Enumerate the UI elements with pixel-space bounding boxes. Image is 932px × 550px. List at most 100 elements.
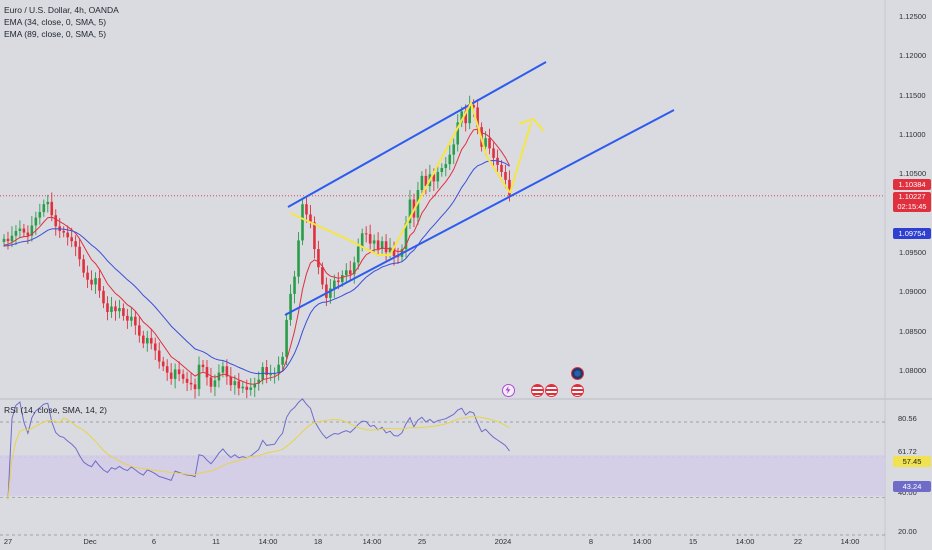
eu-flag-event-icon[interactable] [571,367,584,380]
down-candle [392,247,396,257]
up-candle [173,369,177,379]
rsi-value-badge: 43.24 [893,481,931,492]
up-candle [118,308,121,312]
up-candle [329,288,332,298]
up-candle [281,356,284,365]
price-axis-label: 1.12500 [899,12,927,21]
down-candle [348,270,352,275]
us-flag-event-icon[interactable] [531,384,544,397]
projection-arrow-shaft [509,122,532,194]
up-candle [277,364,280,374]
rsi-level-upper: 61.72 [898,447,917,456]
time-axis-label: 11 [212,537,220,546]
up-candle [388,247,392,253]
up-candle [356,246,360,263]
up-candle [352,262,356,275]
down-candle [364,233,368,235]
up-candle [257,379,261,384]
up-candle [2,238,6,242]
down-candle [66,232,69,238]
down-candle [245,386,249,390]
ema34-line [3,128,510,385]
up-candle [10,235,14,242]
rsi-band-fill [0,455,885,496]
price-axis-label: 1.11500 [899,90,926,100]
up-candle [460,111,463,123]
time-axis-label: 8 [588,537,594,546]
down-candle [165,366,169,373]
down-candle [205,367,209,378]
rsi-level-top: 80.56 [898,414,917,423]
down-candle [229,376,233,386]
time-axis-label: Dec [83,537,97,546]
down-candle [22,228,26,233]
down-candle [6,238,10,242]
up-candle [452,144,456,155]
down-candle [102,290,105,304]
down-candle [142,335,145,344]
ema34-legend[interactable]: EMA (34, close, 0, SMA, 5) [4,17,107,27]
up-candle [110,306,113,312]
us-flag-event-icon-3[interactable] [571,384,584,397]
down-candle [368,234,372,244]
ema-lines [0,128,885,385]
down-candle [321,267,324,285]
up-candle [293,276,296,294]
last-price-badge: 1.10227 02:15:45 [893,192,931,212]
down-candle [62,230,65,233]
down-candle [114,306,117,312]
up-candle [30,225,34,236]
up-candle [18,228,22,231]
down-candle [201,364,205,368]
down-candle [169,372,173,379]
up-candle [408,199,412,224]
us-flag-event-icon-2[interactable] [545,384,558,397]
time-axis-label: 14:00 [258,537,278,546]
up-candle [253,383,257,388]
rsi-ma-badge: 57.45 [893,456,931,467]
price-axis-label: 1.10500 [899,169,927,179]
up-candle [221,366,225,373]
ema89-legend[interactable]: EMA (89, close, 0, SMA, 5) [4,29,107,39]
down-candle [78,246,81,260]
down-candle [209,377,213,387]
up-candle [289,293,292,320]
down-candle [500,164,503,172]
down-candle [265,367,268,375]
price-axis-label: 1.11000 [899,130,926,139]
price-axis-label: 1.08500 [899,326,927,336]
up-candle [344,270,348,276]
time-axis-label: 14:00 [632,537,652,546]
up-candle [404,223,408,250]
symbol-legend[interactable]: Euro / U.S. Dollar, 4h, OANDA [4,5,119,15]
up-candle [233,381,237,386]
channel-upper-line [287,61,547,208]
up-candle [333,280,336,289]
up-candle [130,316,133,321]
flash-event-icon[interactable] [502,384,515,397]
up-candle [341,275,344,283]
rsi-level-lower: 40.00 [898,488,917,497]
up-candle [436,171,440,182]
rsi-legend[interactable]: RSI (14, close, SMA, 14, 2) [4,405,107,415]
down-candle [492,148,495,158]
down-candle [70,237,73,242]
down-candle [237,381,241,389]
up-candle [372,240,376,244]
up-candle [249,387,253,390]
down-candle [432,174,436,182]
down-candle [98,278,101,291]
down-candle [90,279,93,285]
down-candle [193,384,197,390]
down-candle [508,179,511,196]
down-candle [74,241,77,247]
up-candle [14,230,18,236]
up-candle [301,204,304,241]
projection-arrow-head [518,117,545,132]
time-axis-label: 14:00 [362,537,382,546]
up-candle [145,337,149,344]
down-candle [82,259,85,273]
up-candle [94,278,97,285]
